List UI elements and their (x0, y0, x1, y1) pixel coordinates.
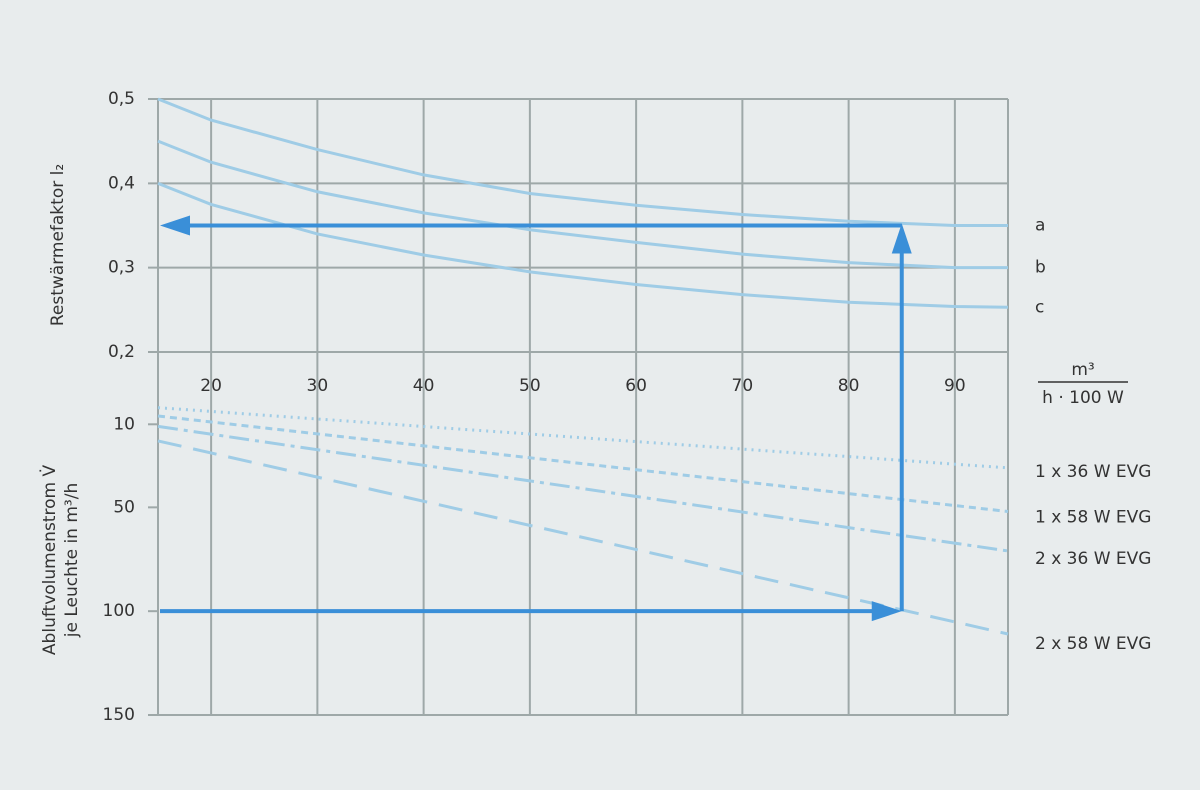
y-tick-label: 150 (103, 705, 135, 725)
y-axis-title: Abluftvolumenstrom V̇ (39, 465, 60, 656)
series-line (157, 414, 1009, 513)
series-label: a (1035, 216, 1045, 236)
series-line (157, 181, 1009, 309)
y-tick-label: 0,2 (108, 342, 135, 362)
series-line (157, 97, 1008, 227)
x-unit-numerator: m³ (1071, 360, 1094, 380)
series-line (157, 439, 1009, 636)
y-tick-label: 100 (103, 601, 135, 621)
arrow-head (160, 215, 190, 236)
series-label: 2 x 36 W EVG (1035, 549, 1151, 569)
series-label: 1 x 58 W EVG (1035, 508, 1151, 528)
y-tick-label: 50 (113, 497, 135, 517)
y-axis-title: Restwärmefaktor l₂ (48, 164, 68, 326)
y-title-group: Abluftvolumenstrom V̇ je Leuchte in m³/h (39, 465, 82, 656)
series-label: b (1035, 258, 1046, 278)
series-label: 2 x 58 W EVG (1035, 634, 1151, 654)
y-tick-label: 10 (113, 414, 135, 434)
y-axis-title: je Leuchte in m³/h (62, 483, 82, 638)
y-tick-label: 0,5 (108, 89, 135, 109)
y-title-group: Restwärmefaktor l₂ (48, 164, 68, 326)
series-label: 1 x 36 W EVG (1035, 462, 1151, 482)
arrow-head (871, 601, 902, 622)
y-tick-label: 0,3 (108, 258, 135, 278)
series-line (157, 139, 1008, 270)
x-unit-denominator: h · 100 W (1042, 388, 1124, 408)
arrow-head (891, 223, 912, 254)
y-tick-label: 0,4 (108, 173, 135, 193)
series-line (157, 424, 1009, 553)
series-label: c (1035, 297, 1044, 317)
series-line (157, 406, 1009, 470)
